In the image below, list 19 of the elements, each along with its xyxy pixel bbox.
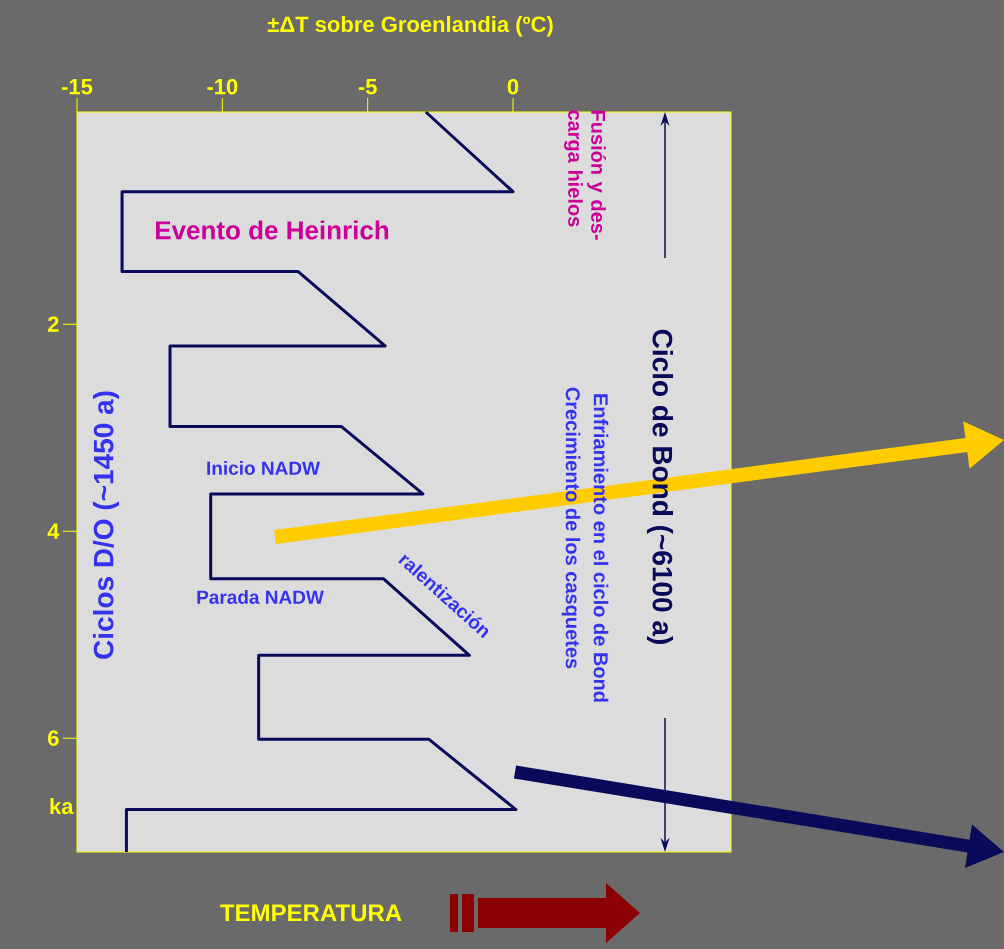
y-tick-label: 2 <box>48 316 59 332</box>
annotation: Crecimiento de los casquetes <box>561 387 581 669</box>
text: TEMPERATURA <box>220 904 402 922</box>
annotation: Parada NADW <box>197 590 324 604</box>
x-tick-label: -10 <box>207 78 238 95</box>
x-axis-title: ±ΔT sobre Groenlandia (ºC) <box>267 15 553 37</box>
y-axis-title: ka <box>50 797 74 815</box>
x-tick-label: 0 <box>507 78 519 95</box>
x-tick-label: -15 <box>61 79 93 95</box>
annotation: Inicio NADW <box>207 461 320 475</box>
annotation: Ciclos D/O (~1450 a) <box>92 391 120 659</box>
y-tick-label: 6 <box>48 730 59 746</box>
annotation: Evento de Heinrich <box>156 220 389 240</box>
annotation: Fusión y des-carga hielos <box>564 110 606 240</box>
y-tick-label: 4 <box>47 523 60 539</box>
line-series <box>120 110 518 854</box>
annotation: Ciclo de Bond (~6100 a) <box>646 329 674 644</box>
x-tick-label: -5 <box>358 79 377 95</box>
annotation: Enfriamiento en el ciclo de Bond <box>593 394 609 702</box>
